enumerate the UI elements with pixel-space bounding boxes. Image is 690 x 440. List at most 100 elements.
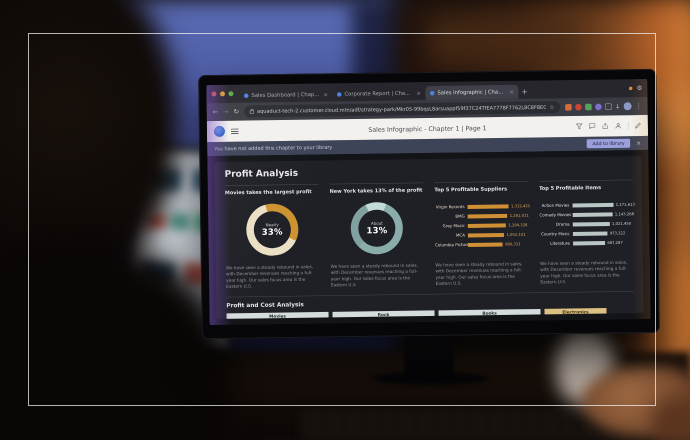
group-header: Rock [332, 310, 435, 319]
browser-tab-1[interactable]: Sales Dashboard | Chapter 1 × [239, 87, 332, 102]
window-controls [211, 85, 234, 103]
browser-menu-icon[interactable]: ⋮ [635, 102, 642, 110]
bar-label: Country Music [541, 231, 570, 237]
bar-value: 1,312,421 [511, 203, 531, 209]
tab-title: Sales Dashboard | Chapter 1 [251, 91, 321, 99]
update-indicator [629, 86, 633, 90]
forward-icon[interactable]: → [223, 108, 229, 116]
bar [572, 202, 614, 208]
add-to-library-button[interactable]: Add to library [586, 138, 631, 149]
group-header: Electronics [544, 308, 607, 318]
extension-icon[interactable] [595, 103, 602, 110]
edit-pencil-icon[interactable] [634, 122, 641, 129]
bar-label: BMG [455, 214, 465, 219]
extension-icon[interactable] [585, 103, 592, 111]
table-group-books: Books Literature 1,471,827 $9,665,383 [438, 309, 541, 319]
bar-value: 973,322 [609, 230, 626, 236]
bar-value: 1,194,328 [508, 222, 528, 228]
toolbar-divider [627, 121, 629, 130]
bar-value: 1,171,613 [615, 202, 635, 207]
table-cell[interactable]: Literature 1,471,827 $9,665,383 [438, 318, 474, 319]
column-top-items: Top 5 Profitable Items Action Movies 1,1… [538, 179, 635, 286]
column-top-suppliers: Top 5 Profitable Suppliers Virgin Record… [434, 181, 531, 288]
bookmark-star-icon[interactable]: ☆ [549, 103, 555, 111]
extension-icons: ↓ ⋮ [565, 102, 642, 111]
bar [467, 232, 504, 238]
column-note: We have seen a steady rebound in sales, … [540, 260, 628, 285]
bar-value: 1,261,011 [509, 213, 529, 218]
monitor-stand [404, 334, 454, 376]
bar [572, 212, 613, 217]
bar-label: Literature [550, 241, 570, 246]
screen: Sales Dashboard | Chapter 1 × Corporate … [206, 78, 651, 326]
donut-chart-movies[interactable]: Nearly 33% [245, 203, 299, 257]
filter-icon[interactable] [575, 123, 583, 130]
window-zoom-button[interactable] [228, 91, 234, 97]
column-note: We have seen a steady rebound in sales, … [435, 261, 523, 287]
lock-icon [249, 110, 254, 114]
extensions-puzzle-icon[interactable] [605, 103, 612, 110]
share-icon[interactable] [602, 123, 609, 129]
tab-title: Corporate Report | Chapter 1 [344, 90, 414, 98]
bar-value: 1,021,450 [612, 221, 632, 226]
bar-row: Action Movies 1,171,613 [539, 202, 635, 208]
bar [467, 213, 508, 219]
profile-avatar[interactable] [623, 102, 632, 111]
bar-label: Drama [555, 222, 570, 227]
column-subtitle: New York takes 13% of the profit [329, 187, 423, 195]
browser-window: Sales Dashboard | Chapter 1 × Corporate … [206, 78, 651, 326]
table-cell[interactable]: Special Interests 2,710,482 $5,706,336 [544, 316, 576, 319]
bar [468, 242, 503, 247]
extension-icon[interactable] [575, 103, 582, 111]
table-title: Profit and Cost Analysis [226, 300, 304, 309]
tab-favicon-icon [429, 90, 435, 96]
table-cell[interactable]: Computers 1,790,628 $3,094,728 [575, 316, 607, 319]
tab-close-icon[interactable]: × [509, 88, 514, 96]
address-bar[interactable]: aquaduct-tech-2.customer.cloud.mtn/adf/s… [243, 101, 561, 118]
bar-label: Virgin Records [435, 204, 465, 210]
column-note: We have seen a steady rebound in sales, … [225, 264, 314, 290]
dashboard-content: Profit Analysis Movies takes the largest… [207, 149, 651, 326]
bar [572, 221, 610, 227]
new-tab-button[interactable]: + [521, 87, 528, 97]
window-minimize-button[interactable] [219, 91, 225, 97]
bar-chart-items[interactable]: Action Movies 1,171,613 Comedy Movies 1,… [539, 195, 635, 255]
tab-title: Sales Infographic | Chapter 1 [437, 88, 507, 96]
bar-row: Country Music 973,322 [540, 231, 634, 237]
column-subtitle: Movies takes the largest profit [224, 189, 312, 196]
main-monitor: Sales Dashboard | Chapter 1 × Corporate … [198, 68, 660, 340]
browser-tab-3-active[interactable]: Sales Infographic | Chapter 1 × [425, 84, 519, 101]
window-close-button[interactable] [211, 91, 217, 97]
bar-value: 687,287 [607, 240, 623, 246]
bar-row: BMG 1,261,011 [435, 213, 529, 219]
column-subtitle: Top 5 Profitable Items [539, 185, 602, 192]
person-icon[interactable] [615, 123, 622, 129]
notification-close-icon[interactable]: × [636, 139, 642, 147]
reload-icon[interactable]: ↻ [233, 107, 240, 116]
bar-value: 1,143,268 [614, 211, 635, 217]
bar-label: Comedy Movies [539, 212, 572, 218]
dashboard-title: Profit Analysis [224, 167, 299, 180]
table-cell[interactable]: Business Administration 1,265,780 $7,256… [472, 317, 507, 319]
gear-icon[interactable]: ⚙ [636, 84, 643, 92]
monitor-stand-base [372, 372, 488, 385]
url-text[interactable]: aquaduct-tech-2.customer.cloud.mtn/adf/s… [257, 104, 546, 115]
dashboard-panel: Profit Analysis Movies takes the largest… [214, 156, 644, 319]
donut-chart-newyork[interactable]: About 13% [350, 201, 404, 255]
download-icon[interactable]: ↓ [615, 102, 621, 110]
bar-row: Literature 687,287 [540, 240, 634, 246]
tab-close-icon[interactable]: × [323, 91, 329, 98]
group-header: Books [438, 309, 541, 319]
extension-icon[interactable] [565, 103, 572, 111]
bar [467, 204, 509, 209]
scrollbar-thumb[interactable] [632, 316, 637, 319]
back-icon[interactable]: ← [212, 108, 219, 116]
comment-icon[interactable] [589, 123, 596, 130]
browser-tab-2[interactable]: Corporate Report | Chapter 1 × [332, 86, 425, 101]
table-group-movies: Movies Action Movies 1,171,613 $16,719,4… [226, 312, 330, 319]
table-scrollbar[interactable] [631, 314, 639, 319]
tab-close-icon[interactable]: × [416, 89, 421, 97]
column-note: We have seen a steady rebound in sales, … [330, 263, 418, 288]
table-cell[interactable]: Books – Miscellaneous 1,094,562 $6,877,6… [506, 317, 541, 319]
bar-chart-suppliers[interactable]: Virgin Records 1,312,421 BMG 1,261,011 [434, 197, 531, 257]
